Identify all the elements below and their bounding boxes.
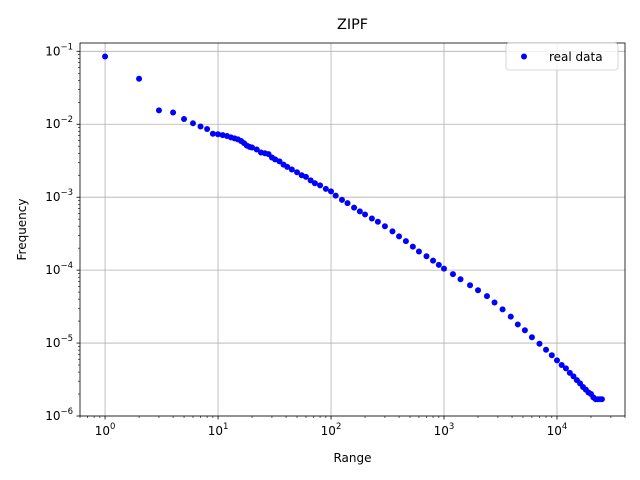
data-point (543, 346, 550, 353)
data-point (170, 109, 177, 116)
x-axis-label: Range (333, 451, 371, 465)
data-point (475, 287, 482, 294)
data-point (402, 238, 409, 245)
data-point (155, 107, 162, 114)
legend-marker (521, 53, 527, 60)
axes-layer (79, 42, 626, 417)
x-tick-label: 101 (208, 422, 229, 438)
data-point (317, 182, 324, 189)
x-tick-label: 103 (434, 422, 455, 438)
data-point (483, 293, 490, 300)
plot-frame (79, 42, 626, 417)
data-point (102, 53, 109, 60)
data-point (322, 185, 329, 192)
data-point (338, 196, 345, 203)
x-tick-label: 100 (95, 422, 116, 438)
grid-layer (80, 43, 625, 417)
data-point (332, 192, 339, 199)
ticks-layer: 100 101 102 103 104 10−6 10−5 10−4 10−3 10−2 10−1 (45, 42, 626, 438)
data-point (181, 116, 188, 123)
y-tick-label: 10−4 (45, 261, 73, 277)
data-point (307, 177, 314, 184)
data-point (562, 365, 569, 372)
data-point (435, 261, 442, 268)
data-point (381, 223, 388, 230)
data-point (423, 253, 430, 260)
data-point (209, 130, 216, 137)
data-point (548, 352, 555, 359)
data-point (276, 158, 283, 165)
data-point (204, 126, 211, 133)
legend-label: real data (549, 50, 603, 64)
data-point (288, 166, 295, 173)
data-point (558, 362, 565, 369)
data-point (136, 75, 143, 82)
data-point (467, 282, 474, 289)
data-point (311, 180, 318, 187)
data-point (536, 340, 543, 347)
data-point (356, 208, 363, 215)
y-tick-label: 10−3 (45, 188, 73, 204)
data-point (514, 321, 521, 328)
data-point (507, 313, 514, 320)
data-point (374, 218, 381, 225)
legend-box (505, 42, 619, 71)
data-point (284, 163, 291, 170)
data-point (521, 327, 528, 334)
data-point (449, 271, 456, 278)
data-point (362, 211, 369, 218)
data-point (294, 169, 301, 176)
data-point (197, 123, 204, 130)
data-point (215, 131, 222, 138)
data-point (351, 204, 358, 211)
data-point (368, 215, 375, 222)
data-point (441, 265, 447, 272)
x-tick-label: 102 (321, 422, 342, 438)
legend: real data (505, 42, 619, 71)
data-point (499, 306, 506, 313)
y-tick-label: 10−5 (45, 334, 73, 350)
data-point (389, 228, 396, 235)
x-tick-label: 104 (547, 422, 568, 438)
data-point (328, 188, 335, 195)
data-point (396, 233, 403, 240)
scatter-points (102, 53, 605, 403)
data-point (249, 144, 256, 151)
data-point (189, 120, 196, 127)
data-point (430, 257, 437, 264)
data-point (344, 200, 351, 207)
data-point (491, 299, 498, 306)
y-tick-label: 10−1 (45, 42, 73, 58)
data-point (409, 243, 416, 250)
data-point (415, 248, 422, 255)
y-tick-label: 10−6 (45, 407, 73, 423)
data-point (598, 396, 605, 403)
data-point (302, 173, 309, 180)
chart-title: ZIPF (337, 17, 368, 33)
y-axis-label: Frequency (15, 199, 29, 261)
y-tick-label: 10−2 (45, 115, 73, 131)
data-point (457, 276, 464, 283)
data-point (253, 146, 260, 153)
data-point (553, 357, 560, 364)
data-point (528, 334, 535, 341)
data-point (570, 373, 577, 380)
